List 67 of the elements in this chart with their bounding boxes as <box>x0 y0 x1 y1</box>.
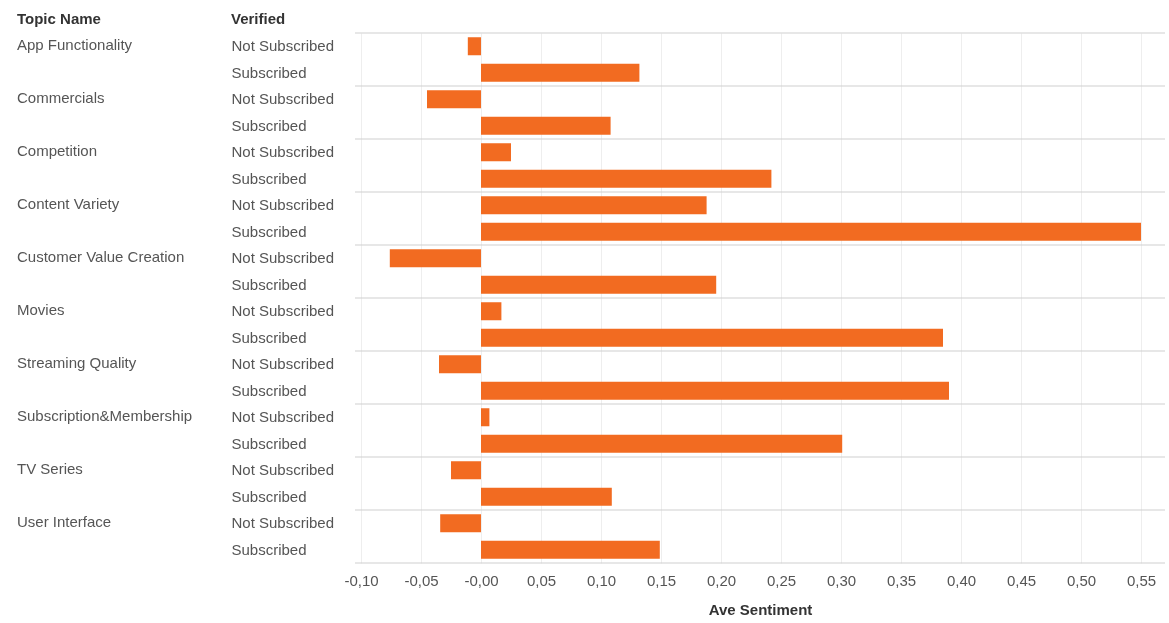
bar <box>481 196 707 215</box>
bar <box>481 116 611 135</box>
y-tick-label: Not Subscribed <box>231 143 335 161</box>
y-tick-label: Not Subscribed <box>231 355 335 373</box>
y-tick-label: Not Subscribed <box>231 37 335 55</box>
bar <box>481 169 772 188</box>
x-tick-label: 0,15 <box>646 571 677 589</box>
text: Streaming Quality <box>17 354 137 371</box>
bar <box>481 302 502 321</box>
bar <box>481 328 943 347</box>
bar <box>481 275 717 294</box>
y-tick-label: Not Subscribed <box>231 461 335 479</box>
bar <box>440 514 481 533</box>
bar <box>481 63 640 82</box>
x-tick-label: 0,45 <box>1006 571 1037 589</box>
x-tick-label: 0,10 <box>586 571 617 589</box>
text: Content Variety <box>17 195 120 212</box>
bar <box>467 37 481 56</box>
x-tick-label: 0,40 <box>946 571 977 589</box>
y-tick-label: Subscribed <box>231 275 307 293</box>
y-tick-label: Not Subscribed <box>231 249 335 267</box>
y-tick-label: Not Subscribed <box>231 90 335 108</box>
x-tick-label: 0,50 <box>1066 571 1097 589</box>
x-tick-label: 0,20 <box>706 571 737 589</box>
x-tick-label: 0,25 <box>766 571 797 589</box>
y-tick-label: Subscribed <box>231 540 307 558</box>
y-tick-label: Subscribed <box>231 116 307 134</box>
x-tick-label: -0,05 <box>404 571 439 589</box>
text: Subscription&Membership <box>17 407 193 424</box>
bar <box>427 90 481 109</box>
bar <box>481 434 843 453</box>
y-tick-label: Not Subscribed <box>231 196 335 214</box>
bar <box>481 381 949 400</box>
y-tick-label: Subscribed <box>231 434 307 452</box>
text: Customer Value Creation <box>17 248 185 265</box>
text: Movies <box>17 301 65 318</box>
y-tick-label: Not Subscribed <box>231 514 335 532</box>
text: User Interface <box>17 513 112 530</box>
y-tick-label: Subscribed <box>231 487 307 505</box>
bar <box>481 540 660 559</box>
y-tick-label: Subscribed <box>231 328 307 346</box>
x-tick-label: -0,10 <box>344 571 379 589</box>
y-tick-label: Subscribed <box>231 222 307 240</box>
bar <box>481 143 511 162</box>
y-tick-label: Subscribed <box>231 169 307 187</box>
bar <box>439 355 481 374</box>
bar <box>481 408 490 427</box>
y-tick-label: Subscribed <box>231 63 307 81</box>
bar <box>481 222 1141 241</box>
x-tick-label: 0,55 <box>1126 571 1157 589</box>
text: Verified <box>231 10 286 27</box>
x-tick-label: 0,30 <box>826 571 857 589</box>
text: Competition <box>17 142 98 159</box>
text: TV Series <box>17 460 83 477</box>
x-tick-label: 0,35 <box>886 571 917 589</box>
x-axis-title: Ave Sentiment <box>708 600 813 618</box>
text: Topic Name <box>17 10 101 27</box>
bar <box>389 249 481 268</box>
x-tick-label: -0,00 <box>464 571 499 589</box>
x-tick-label: 0,05 <box>526 571 557 589</box>
y-tick-label: Subscribed <box>231 381 307 399</box>
text: Commercials <box>17 89 105 106</box>
bar <box>481 487 612 506</box>
bar <box>451 461 481 480</box>
text: App Functionality <box>17 36 133 53</box>
y-tick-label: Not Subscribed <box>231 408 335 426</box>
y-tick-label: Not Subscribed <box>231 302 335 320</box>
